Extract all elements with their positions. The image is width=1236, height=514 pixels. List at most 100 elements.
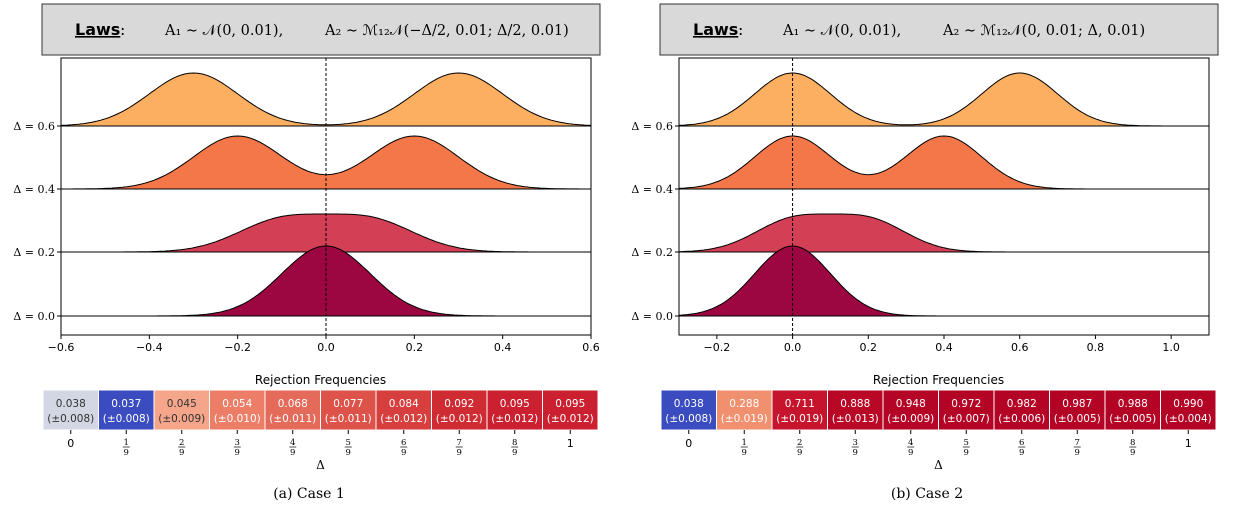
x-tick-label-6: 0.6: [582, 341, 600, 354]
fraction-denominator: 9: [401, 448, 406, 458]
heatmap-error: (±0.012): [547, 413, 594, 425]
heatmap-value: 0.037: [111, 398, 141, 410]
heatmap-cell-9: 0.095 (±0.012): [542, 389, 599, 431]
y-label-1: Δ = 0.4: [13, 183, 55, 196]
fraction-denominator: 9: [512, 448, 517, 458]
heatmap-value: 0.988: [1118, 398, 1148, 410]
law-1-text: A₁ ∼ 𝒩(0, 0.01),: [782, 23, 901, 39]
heatmap-error: (±0.005): [1054, 413, 1101, 425]
heatmap-error: (±0.008): [103, 413, 150, 425]
fraction-denominator: 9: [1130, 448, 1135, 458]
heatmap-category-4: 49: [907, 438, 915, 458]
heatmap-error: (±0.006): [998, 413, 1045, 425]
heatmap-value: 0.095: [500, 398, 530, 410]
heatmap-cell-1: 0.288 (±0.019): [716, 389, 773, 431]
heatmap-value: 0.038: [56, 398, 86, 410]
heatmap-value: 0.972: [951, 398, 981, 410]
fraction-numerator: 7: [457, 438, 462, 448]
heatmap-category-2: 29: [178, 438, 186, 458]
heatmap-error: (±0.011): [269, 413, 316, 425]
density-area-0: [61, 73, 591, 126]
law-2-text: A₂ ∼ ℳ₁₂𝒩(−Δ/2, 0.01; Δ/2, 0.01): [324, 23, 569, 39]
laws-label: Laws: [75, 20, 120, 39]
heatmap-cell-6: 0.982 (±0.006): [993, 389, 1050, 431]
heatmap-value: 0.068: [278, 398, 308, 410]
heatmap-value: 0.054: [222, 398, 252, 410]
heatmap-cell-3: 0.888 (±0.013): [827, 389, 884, 431]
y-label-2: Δ = 0.2: [631, 246, 673, 259]
heatmap-cell-5: 0.077 (±0.011): [320, 389, 377, 431]
x-tick-label-1: 0.0: [784, 341, 802, 354]
heatmap-error: (±0.004): [1165, 413, 1212, 425]
heatmap-value: 0.045: [167, 398, 197, 410]
heatmap-xlabel: Δ: [934, 458, 943, 472]
heatmap-cell-rect: [660, 389, 717, 431]
ridgeline-plot: [678, 57, 1210, 336]
heatmap-cell-4: 0.068 (±0.011): [264, 389, 321, 431]
x-tick-label-0: −0.6: [48, 341, 75, 354]
heatmap-cell-rect: [993, 389, 1050, 431]
heatmap-category-2: 29: [796, 438, 804, 458]
figure-case-2: Laws: A₁ ∼ 𝒩(0, 0.01), A₂ ∼ ℳ₁₂𝒩(0, 0.01; …: [631, 3, 1219, 502]
heatmap-error: (±0.009): [158, 413, 205, 425]
x-tick-label-0: −0.2: [703, 341, 730, 354]
heatmap-error: (±0.019): [721, 413, 768, 425]
fraction-denominator: 9: [235, 448, 240, 458]
fraction-denominator: 9: [964, 448, 969, 458]
heatmap-error: (±0.011): [325, 413, 372, 425]
heatmap-category-9: 1: [567, 437, 574, 450]
heatmap-category-5: 59: [962, 438, 970, 458]
heatmap-category-8: 89: [1129, 438, 1137, 458]
heatmap-cell-rect: [153, 389, 210, 431]
heatmap-category-7: 79: [455, 438, 463, 458]
ridgeline-plot: [60, 57, 592, 336]
heatmap-error: (±0.007): [943, 413, 990, 425]
heatmap-cell-7: 0.987 (±0.005): [1049, 389, 1106, 431]
fraction-numerator: 4: [290, 438, 295, 448]
fraction-denominator: 9: [179, 448, 184, 458]
law-1-text: A₁ ∼ 𝒩(0, 0.01),: [164, 23, 283, 39]
heatmap-cell-rect: [264, 389, 321, 431]
fraction-denominator: 9: [1075, 448, 1080, 458]
heatmap-cell-8: 0.988 (±0.005): [1104, 389, 1161, 431]
heatmap-cell-2: 0.711 (±0.019): [771, 389, 828, 431]
heatmap-cell-rect: [771, 389, 828, 431]
heatmap-cell-1: 0.037 (±0.008): [98, 389, 155, 431]
heatmap-cell-rect: [542, 389, 599, 431]
heatmap-cell-rect: [320, 389, 377, 431]
fraction-numerator: 2: [179, 438, 184, 448]
fraction-numerator: 6: [1019, 438, 1024, 448]
y-label-0: Δ = 0.6: [631, 120, 673, 133]
heatmap-value: 0.077: [333, 398, 363, 410]
heatmap-value: 0.092: [444, 398, 474, 410]
x-tick-label-3: 0.4: [935, 341, 953, 354]
heatmap-cell-5: 0.972 (±0.007): [938, 389, 995, 431]
laws-colon: :: [738, 20, 743, 39]
panel-case-1: Laws: A₁ ∼ 𝒩(0, 0.01), A₂ ∼ ℳ₁₂𝒩(−Δ/2, 0.0…: [13, 3, 601, 502]
heatmap-cell-rect: [431, 389, 488, 431]
heatmap-value: 0.711: [785, 398, 815, 410]
heatmap-error: (±0.005): [1109, 413, 1156, 425]
heatmap-cell-rect: [375, 389, 432, 431]
heatmap-error: (±0.019): [776, 413, 823, 425]
heatmap-error: (±0.012): [491, 413, 538, 425]
heatmap-cell-0: 0.038 (±0.008): [42, 389, 99, 431]
heatmap-value: 0.990: [1173, 398, 1203, 410]
heatmap-category-0: 0: [67, 437, 74, 450]
heatmap-value: 0.987: [1062, 398, 1092, 410]
density-area-1: [61, 136, 591, 189]
density-area-3: [679, 246, 1209, 316]
heatmap-category-0: 0: [685, 437, 692, 450]
heatmap-error: (±0.010): [214, 413, 261, 425]
heatmap-category-4: 49: [289, 438, 297, 458]
heatmap-value: 0.948: [896, 398, 926, 410]
heatmap-cell-rect: [827, 389, 884, 431]
y-label-0: Δ = 0.6: [13, 120, 55, 133]
fraction-numerator: 7: [1075, 438, 1080, 448]
density-area-0: [679, 73, 1209, 126]
heatmap-category-1: 19: [740, 438, 748, 458]
heatmap-cell-rect: [486, 389, 543, 431]
laws-box: [41, 3, 601, 56]
heatmap-cell-6: 0.084 (±0.012): [375, 389, 432, 431]
heatmap-error: (±0.009): [887, 413, 934, 425]
